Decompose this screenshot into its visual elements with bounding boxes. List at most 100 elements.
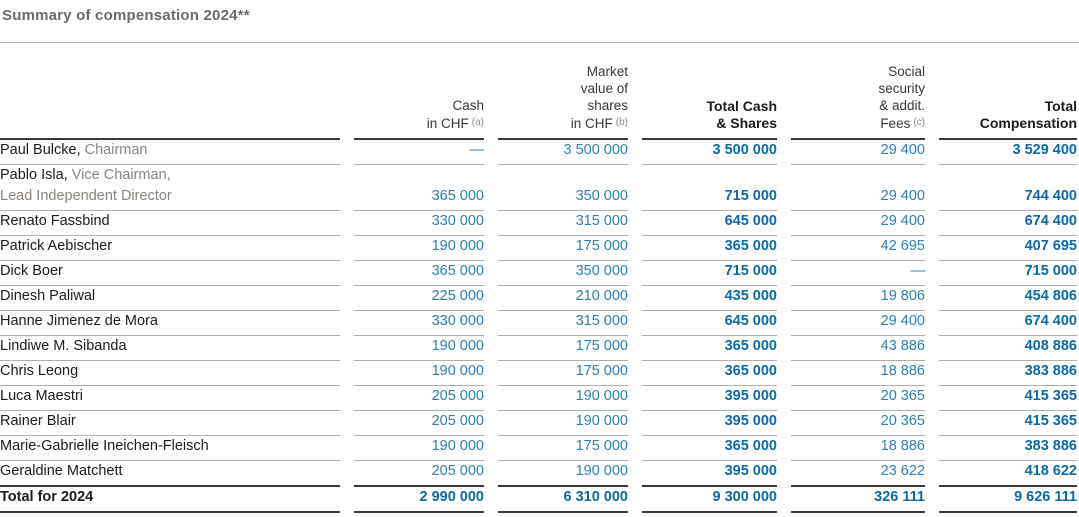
cell-cash: 190 000 xyxy=(354,336,484,361)
cell-social: 20 365 xyxy=(791,411,925,436)
cell-shares: 190 000 xyxy=(498,461,628,487)
header-row: Cash in CHF (a) Market value of shares in CHF(… xyxy=(0,43,1077,140)
table-row: Pablo Isla, Vice Chairman, Lead Independe… xyxy=(0,165,1077,211)
table-row: Marie-Gabrielle Ineichen-Fleisch 190 000 1… xyxy=(0,436,1077,461)
table-row: Paul Bulcke, Chairman — 3 500 000 3 500 000… xyxy=(0,140,1077,165)
cell-total: 674 400 xyxy=(939,311,1077,336)
director-name-cell: Hanne Jimenez de Mora xyxy=(0,311,340,336)
page-title: Summary of compensation 2024** xyxy=(2,7,250,24)
footnote-marker: (b) xyxy=(615,116,628,128)
director-name: Hanne Jimenez de Mora xyxy=(0,313,158,329)
table-row: Geraldine Matchett 205 000 190 000 395 000 2… xyxy=(0,461,1077,487)
cell-cash: 330 000 xyxy=(354,211,484,236)
cell-total: 383 886 xyxy=(939,436,1077,461)
director-name-cell: Lindiwe M. Sibanda xyxy=(0,336,340,361)
cell-social: — xyxy=(791,261,925,286)
director-name-cell: Dick Boer xyxy=(0,261,340,286)
director-role: Chairman xyxy=(80,142,148,158)
cell-cash: 205 000 xyxy=(354,386,484,411)
cell-cash: 190 000 xyxy=(354,436,484,461)
cell-total: 454 806 xyxy=(939,286,1077,311)
table-row: Rainer Blair 205 000 190 000 395 000 20 365 4… xyxy=(0,411,1077,436)
cell-total_cash_shares: 395 000 xyxy=(642,461,777,487)
total-row: Total for 2024 2 990 000 6 310 000 9 300 00… xyxy=(0,487,1077,513)
director-name-cell: Geraldine Matchett xyxy=(0,461,340,487)
cell-social: 19 806 xyxy=(791,286,925,311)
director-name-cell: Paul Bulcke, Chairman xyxy=(0,140,340,165)
table-row: Renato Fassbind 330 000 315 000 645 000 29 4… xyxy=(0,211,1077,236)
cell-shares: 190 000 xyxy=(498,411,628,436)
cell-total_cash_shares: 365 000 xyxy=(642,361,777,386)
cell-shares: 210 000 xyxy=(498,286,628,311)
table-row: Luca Maestri 205 000 190 000 395 000 20 365 4… xyxy=(0,386,1077,411)
director-name-cell: Pablo Isla, Vice Chairman, Lead Independe… xyxy=(0,165,340,211)
cell-total_cash_shares: 645 000 xyxy=(642,211,777,236)
cell-social: 29 400 xyxy=(791,165,925,211)
cell-total_cash_shares: 395 000 xyxy=(642,411,777,436)
cell-shares: 190 000 xyxy=(498,386,628,411)
cell-total: 418 622 xyxy=(939,461,1077,487)
column-header-cash: Cash in CHF (a) xyxy=(354,43,484,140)
cell-social: 18 886 xyxy=(791,436,925,461)
director-name: Chris Leong xyxy=(0,363,79,379)
cell-total: 407 695 xyxy=(939,236,1077,261)
cell-social: 18 886 xyxy=(791,361,925,386)
cell-social: 29 400 xyxy=(791,211,925,236)
cell-shares: 175 000 xyxy=(498,236,628,261)
director-name-cell: Chris Leong xyxy=(0,361,340,386)
cell-total_cash_shares: 365 000 xyxy=(642,436,777,461)
cell-shares: 350 000 xyxy=(498,261,628,286)
director-name: Dinesh Paliwal xyxy=(0,288,96,304)
cell-total: 715 000 xyxy=(939,261,1077,286)
director-role: Vice Chairman, xyxy=(67,167,171,183)
cell-shares: 175 000 xyxy=(498,361,628,386)
director-name-cell: Luca Maestri xyxy=(0,386,340,411)
director-name: Total for 2024 xyxy=(0,489,94,505)
cell-social: 43 886 xyxy=(791,336,925,361)
title-divider xyxy=(0,42,1079,43)
director-name-cell: Renato Fassbind xyxy=(0,211,340,236)
column-header-shares: Market value of shares in CHF (b) xyxy=(498,43,628,140)
cell-total: 9 626 111 xyxy=(939,487,1077,513)
director-name: Lindiwe M. Sibanda xyxy=(0,338,127,354)
cell-total_cash_shares: 435 000 xyxy=(642,286,777,311)
table-row: Patrick Aebischer 190 000 175 000 365 000 42… xyxy=(0,236,1077,261)
cell-total_cash_shares: 715 000 xyxy=(642,165,777,211)
director-name: Marie-Gabrielle Ineichen-Fleisch xyxy=(0,438,209,454)
column-header-name xyxy=(0,43,340,140)
director-name: Paul Bulcke, xyxy=(0,142,81,158)
cell-cash: 190 000 xyxy=(354,361,484,386)
cell-cash: 225 000 xyxy=(354,286,484,311)
cell-total_cash_shares: 365 000 xyxy=(642,236,777,261)
cell-total: 383 886 xyxy=(939,361,1077,386)
director-name: Luca Maestri xyxy=(0,388,84,404)
table-row: Hanne Jimenez de Mora 330 000 315 000 645 0… xyxy=(0,311,1077,336)
director-name-cell: Dinesh Paliwal xyxy=(0,286,340,311)
cell-social: 20 365 xyxy=(791,386,925,411)
cell-cash: 365 000 xyxy=(354,261,484,286)
cell-total_cash_shares: 3 500 000 xyxy=(642,140,777,165)
director-name: Dick Boer xyxy=(0,263,63,279)
cell-cash: 190 000 xyxy=(354,236,484,261)
cell-total_cash_shares: 715 000 xyxy=(642,261,777,286)
director-name-cell: Rainer Blair xyxy=(0,411,340,436)
cell-social: 23 622 xyxy=(791,461,925,487)
footnote-marker: (a) xyxy=(471,116,484,128)
cell-shares: 175 000 xyxy=(498,436,628,461)
cell-cash: — xyxy=(354,140,484,165)
table-row: Lindiwe M. Sibanda 190 000 175 000 365 000 4… xyxy=(0,336,1077,361)
cell-shares: 3 500 000 xyxy=(498,140,628,165)
column-header-total_cash_shares: Total Cash & Shares xyxy=(642,43,777,140)
column-header-social: Social security & addit. Fees (c) xyxy=(791,43,925,140)
cell-total: 3 529 400 xyxy=(939,140,1077,165)
cell-shares: 6 310 000 xyxy=(498,487,628,513)
cell-total_cash_shares: 365 000 xyxy=(642,336,777,361)
table-body: Paul Bulcke, Chairman — 3 500 000 3 500 000… xyxy=(0,140,1077,513)
cell-total: 408 886 xyxy=(939,336,1077,361)
table-row: Dick Boer 365 000 350 000 715 000 — 715 000 xyxy=(0,261,1077,286)
director-name-cell: Patrick Aebischer xyxy=(0,236,340,261)
cell-cash: 365 000 xyxy=(354,165,484,211)
cell-total: 674 400 xyxy=(939,211,1077,236)
table-row: Chris Leong 190 000 175 000 365 000 18 886 38… xyxy=(0,361,1077,386)
